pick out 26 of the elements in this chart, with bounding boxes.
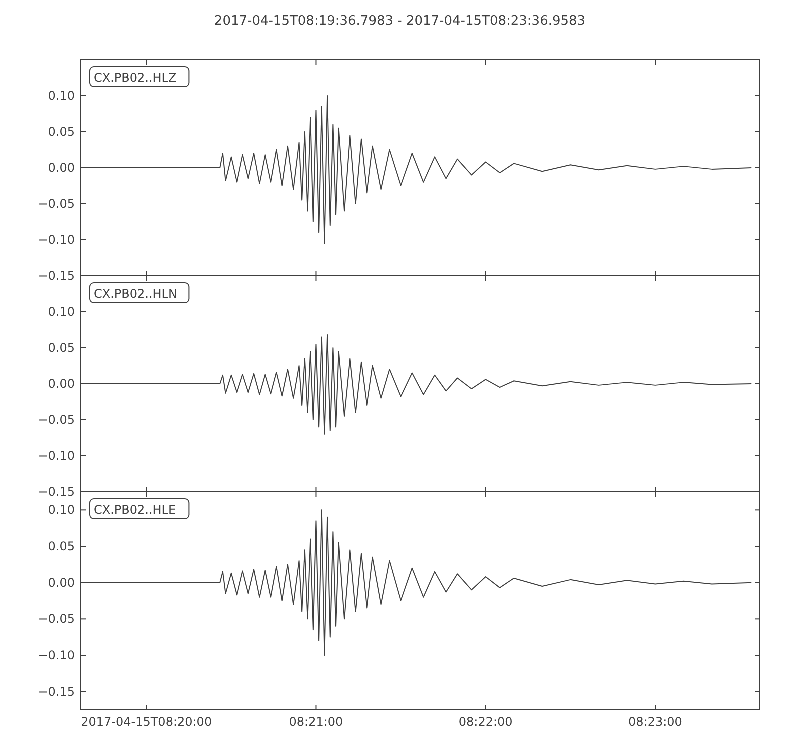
x-tick-label: 2017-04-15T08:20:00 [81, 715, 212, 729]
y-tick-label: 0.10 [48, 305, 75, 319]
x-tick-label: 08:21:00 [289, 715, 344, 729]
y-tick-label: −0.15 [38, 684, 75, 699]
y-tick-label: −0.05 [38, 612, 75, 626]
y-tick-label: 0.10 [48, 89, 75, 103]
annotation: CX.PB02..HLE [94, 503, 176, 517]
y-tick-label: 0.00 [48, 161, 75, 175]
y-tick-label: 0.05 [48, 540, 75, 554]
y-tick-label: −0.15 [38, 485, 75, 499]
x-tick-label: 08:22:00 [458, 715, 513, 729]
y-tick-label: 0.10 [48, 503, 75, 518]
y-tick-label: −0.05 [38, 197, 75, 211]
y-tick-label: −0.10 [38, 449, 75, 463]
x-tick-label: 08:23:00 [628, 715, 682, 729]
y-tick-label: 0.05 [48, 341, 75, 355]
annotation: CX.PB02..HLZ [94, 71, 177, 85]
y-tick-label: 0.00 [48, 576, 75, 590]
chart-title: 2017-04-15T08:19:36.7983 - 2017-04-15T08:23:36.9583 [214, 14, 586, 29]
y-tick-label: −0.10 [38, 648, 75, 662]
y-tick-label: 0.05 [48, 125, 75, 139]
annotation: CX.PB02..HLN [94, 287, 178, 301]
y-tick-label: 0.00 [48, 377, 75, 391]
y-tick-label: −0.10 [38, 233, 75, 247]
y-tick-label: −0.15 [38, 269, 75, 283]
y-tick-label: −0.05 [38, 413, 75, 427]
